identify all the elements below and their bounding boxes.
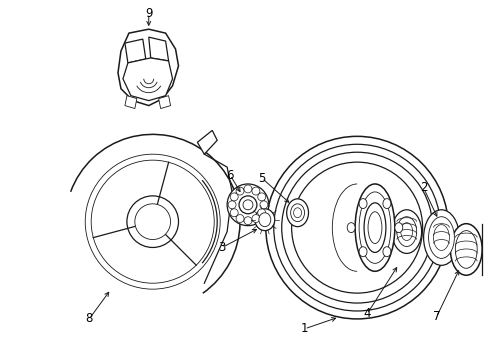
Circle shape [236, 187, 244, 195]
Ellipse shape [226, 184, 268, 226]
Ellipse shape [433, 225, 448, 251]
Text: 8: 8 [85, 312, 93, 325]
Ellipse shape [358, 247, 366, 257]
Circle shape [251, 187, 259, 195]
Text: 9: 9 [145, 7, 152, 20]
Ellipse shape [396, 217, 416, 247]
Text: 2: 2 [419, 181, 427, 194]
Ellipse shape [239, 196, 256, 214]
Ellipse shape [258, 213, 270, 227]
Text: 6: 6 [226, 168, 233, 181]
Text: 4: 4 [363, 307, 370, 320]
Ellipse shape [358, 199, 366, 208]
Circle shape [230, 209, 238, 217]
Circle shape [281, 152, 432, 303]
Ellipse shape [382, 199, 390, 208]
Circle shape [257, 193, 265, 201]
Ellipse shape [286, 199, 308, 227]
Ellipse shape [394, 223, 402, 233]
Ellipse shape [243, 200, 252, 210]
Text: 7: 7 [432, 310, 439, 323]
Circle shape [135, 204, 170, 239]
Ellipse shape [427, 217, 453, 258]
Text: 3: 3 [218, 241, 225, 254]
Text: 5: 5 [258, 171, 265, 185]
Circle shape [228, 201, 236, 209]
Ellipse shape [231, 188, 264, 222]
Circle shape [230, 193, 238, 201]
Ellipse shape [364, 203, 385, 252]
Ellipse shape [293, 208, 301, 218]
Polygon shape [197, 130, 217, 154]
Circle shape [259, 201, 267, 209]
Polygon shape [122, 58, 172, 100]
Circle shape [265, 136, 447, 319]
Circle shape [291, 162, 422, 293]
Ellipse shape [391, 210, 421, 253]
Circle shape [85, 154, 220, 289]
Text: 1: 1 [300, 322, 307, 336]
Ellipse shape [358, 192, 390, 264]
Polygon shape [124, 96, 137, 109]
Ellipse shape [449, 224, 481, 275]
Ellipse shape [254, 209, 274, 231]
Polygon shape [148, 37, 168, 61]
Circle shape [257, 209, 265, 217]
Ellipse shape [400, 223, 412, 240]
Polygon shape [124, 39, 145, 63]
Ellipse shape [454, 231, 476, 268]
Circle shape [244, 185, 251, 193]
Circle shape [127, 196, 178, 247]
Ellipse shape [354, 184, 394, 271]
Circle shape [251, 215, 259, 222]
Polygon shape [118, 29, 178, 105]
Ellipse shape [423, 210, 458, 265]
Polygon shape [158, 96, 170, 109]
Circle shape [244, 217, 251, 225]
Circle shape [236, 215, 244, 222]
Ellipse shape [382, 247, 390, 257]
Ellipse shape [290, 204, 304, 222]
Ellipse shape [346, 223, 354, 233]
Circle shape [91, 160, 214, 283]
Ellipse shape [367, 212, 381, 243]
Circle shape [273, 144, 440, 311]
